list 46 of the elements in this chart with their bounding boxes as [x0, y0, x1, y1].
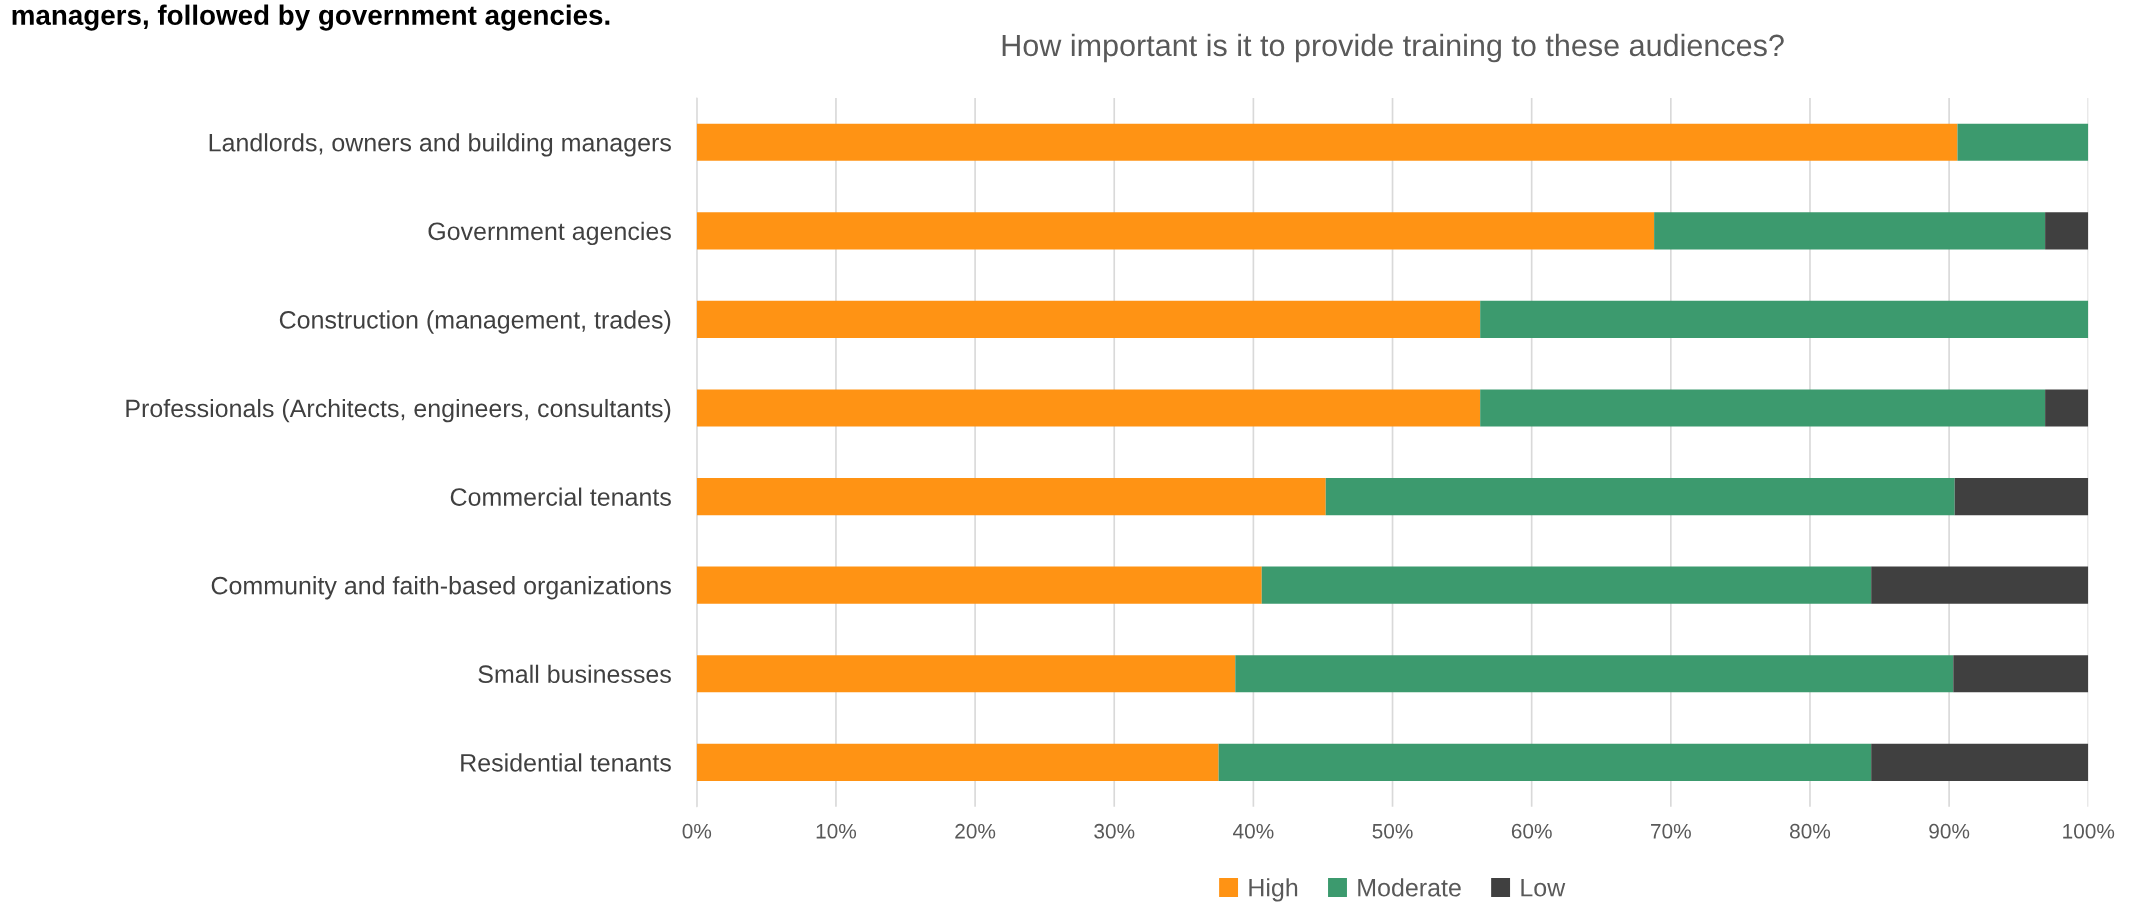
bar — [696, 655, 1236, 693]
bar — [696, 743, 1219, 781]
text: managers, followed by government agencies. — [12, 4, 610, 31]
x-tick-label: 80% — [1790, 823, 1831, 839]
x-tick-label: 90% — [1929, 823, 1970, 839]
x-tick-label: 10% — [816, 823, 857, 839]
y-tick-label: Professionals (Architects, engineers, consultants) — [126, 398, 671, 423]
bar — [696, 212, 1655, 250]
y-tick-label: Small businesses — [478, 664, 671, 684]
y-tick-label: Community and faith-based organizations — [211, 576, 671, 600]
bar — [1235, 655, 1954, 693]
legend-label: Low — [1521, 879, 1566, 897]
y-tick-label: Landlords, owners and building managers — [209, 133, 671, 157]
bar — [1218, 743, 1872, 781]
bar — [2045, 389, 2089, 427]
bar — [2045, 212, 2089, 250]
y-tick-label: Construction (management, trades) — [279, 310, 671, 334]
y-tick-label: Commercial tenants — [450, 487, 671, 506]
bar — [1871, 743, 2089, 781]
legend-label: High — [1249, 878, 1298, 902]
bar — [1325, 477, 1955, 516]
bar — [1953, 655, 2089, 693]
x-tick-label: 0% — [682, 823, 712, 839]
y-tick-label: Residential tenants — [461, 753, 671, 772]
bar — [696, 300, 1481, 339]
bar — [696, 566, 1262, 604]
chart-title: How important is it to provide training to these audiences? — [1002, 33, 1784, 63]
bar — [1871, 566, 2089, 604]
legend-label: Moderate — [1358, 878, 1461, 897]
x-tick-label: 20% — [955, 823, 996, 839]
x-tick-label: 60% — [1511, 823, 1552, 839]
bar — [696, 123, 1958, 161]
x-tick-label: 40% — [1233, 823, 1274, 839]
x-tick-label: 30% — [1094, 823, 1135, 839]
bar — [696, 477, 1326, 516]
bar — [1480, 300, 2089, 339]
x-tick-label: 50% — [1372, 823, 1413, 839]
x-tick-label: 100% — [2063, 823, 2115, 839]
bar — [1957, 123, 2089, 161]
bar — [1261, 566, 1872, 604]
x-tick-label: 70% — [1651, 823, 1691, 839]
bar — [1654, 212, 2046, 250]
bar — [696, 389, 1481, 427]
y-tick-label: Government agencies — [428, 221, 671, 246]
bar — [1480, 389, 2046, 427]
bar — [1954, 477, 2089, 516]
